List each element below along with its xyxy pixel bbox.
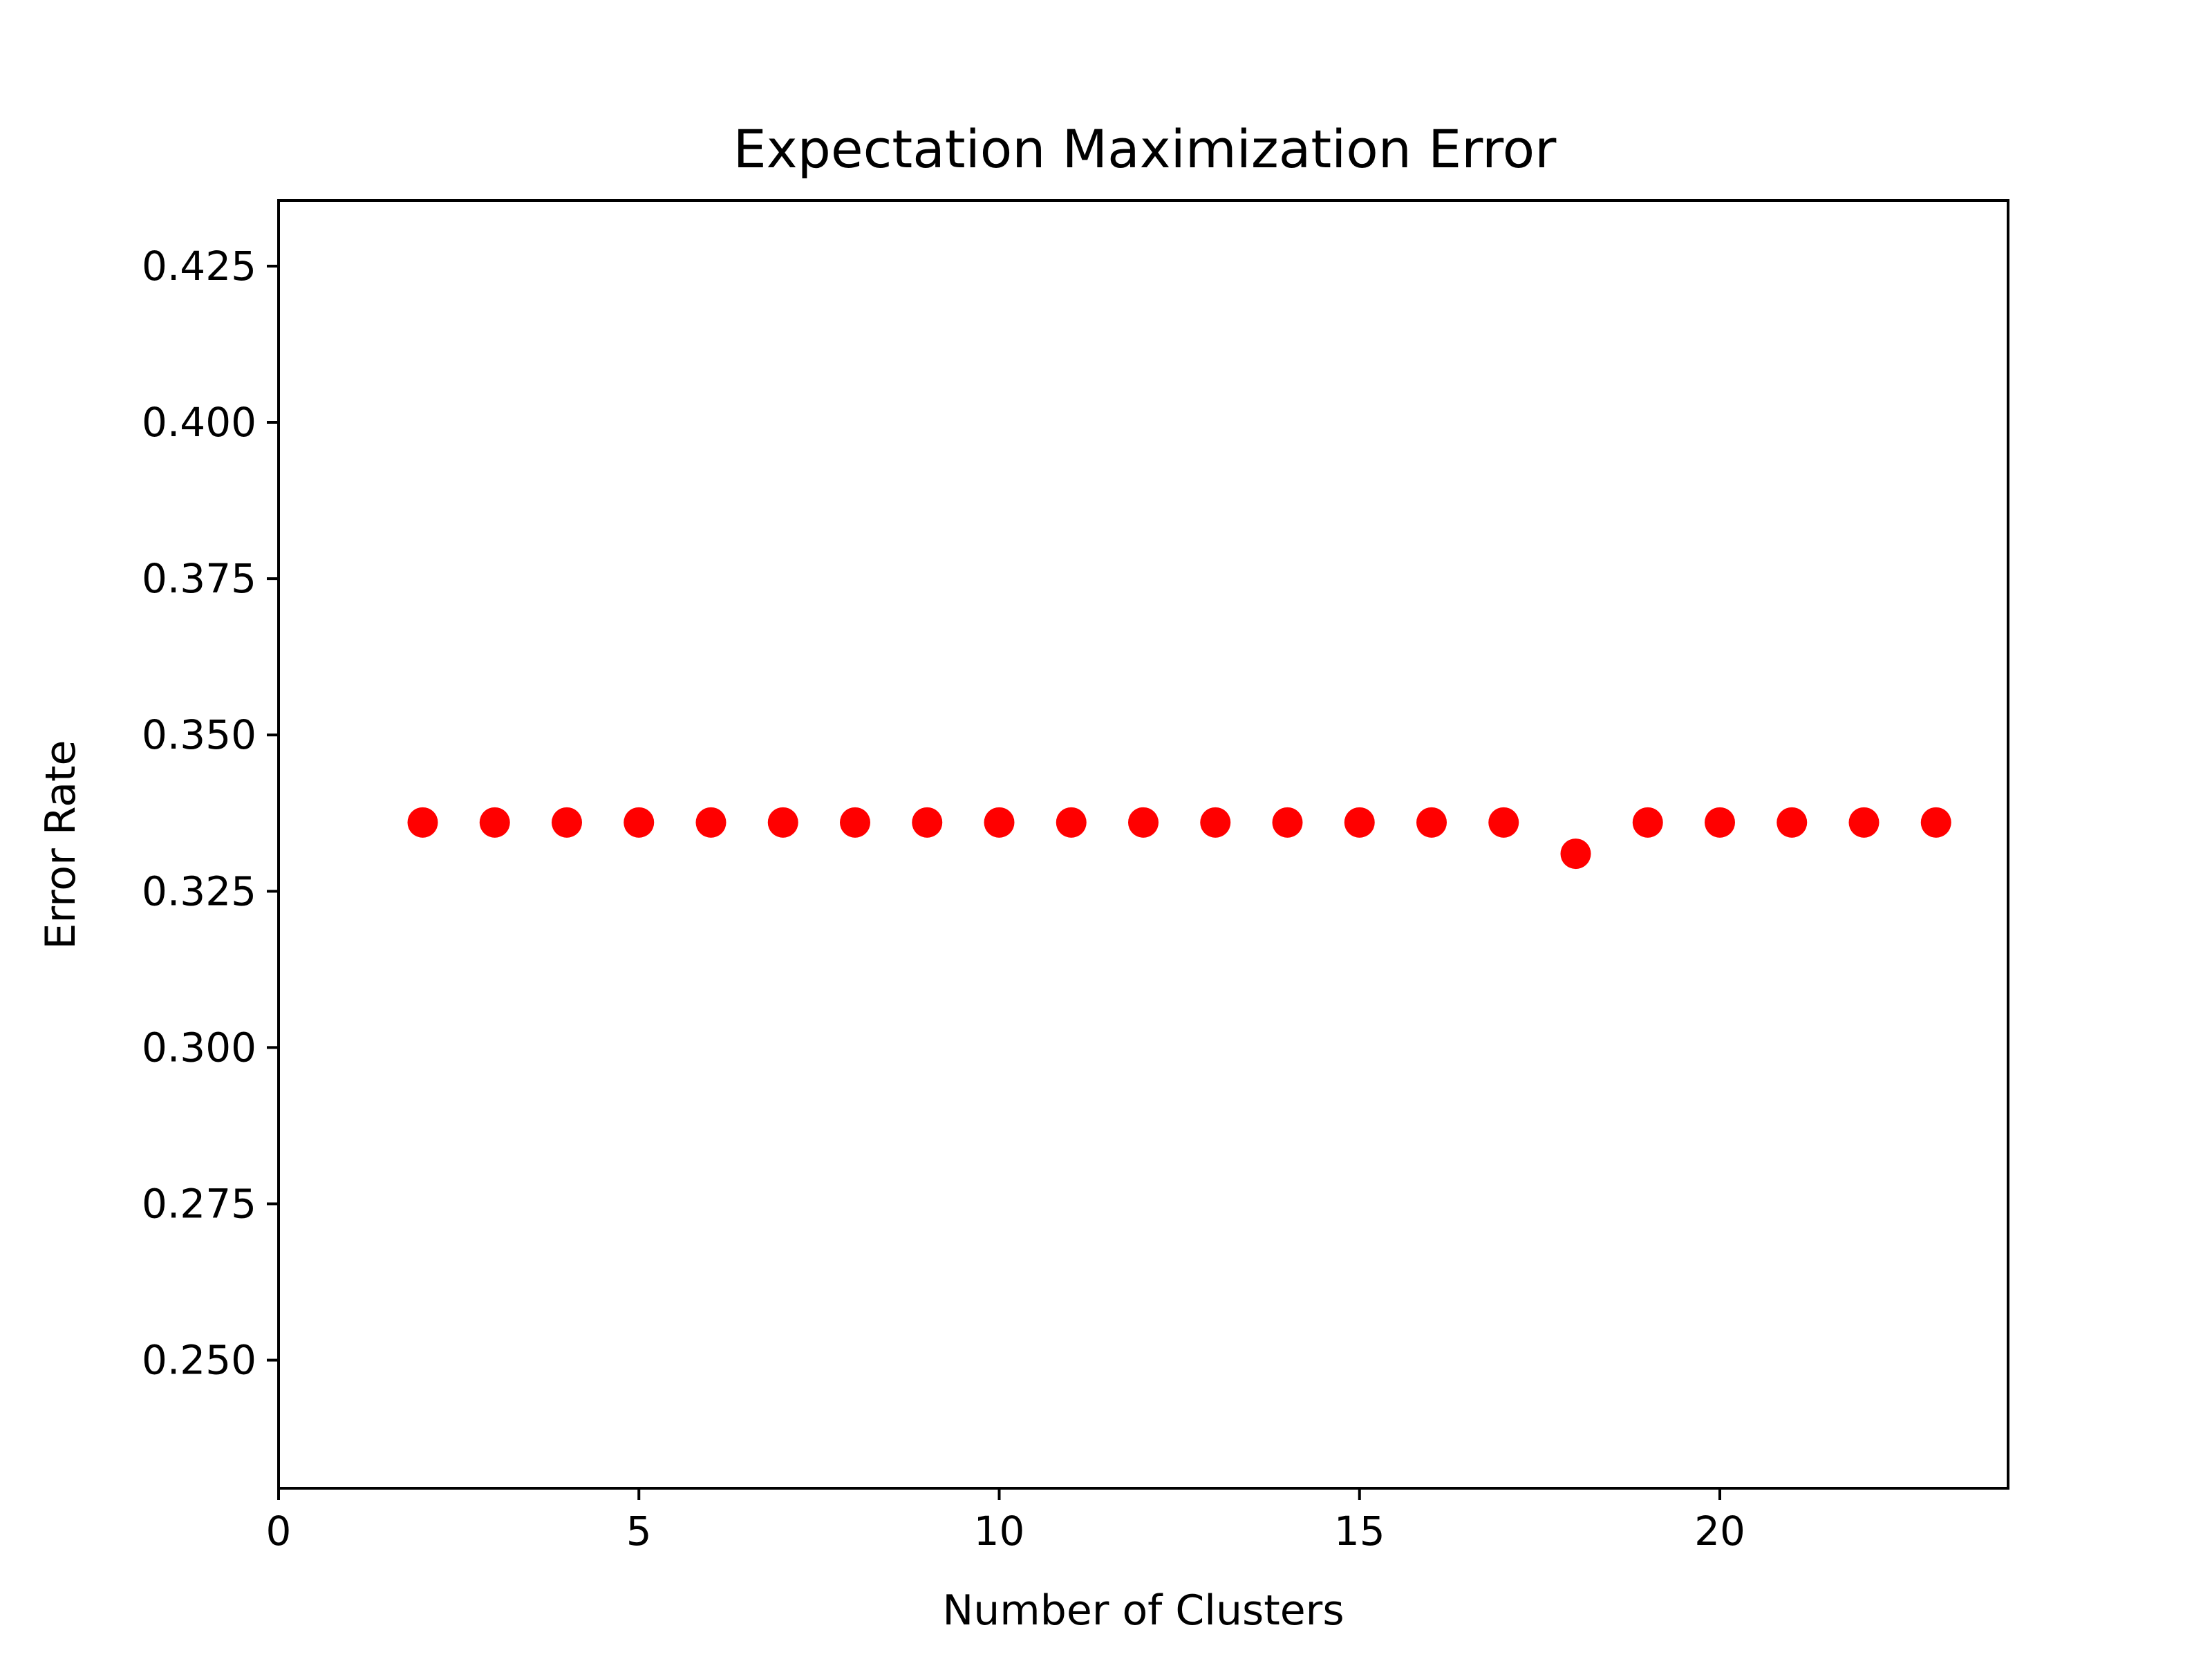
data-points <box>407 807 1951 870</box>
data-point <box>695 807 727 838</box>
data-point <box>479 807 510 838</box>
data-point <box>1632 807 1663 838</box>
x-tick-label: 0 <box>266 1508 292 1555</box>
y-tick-label: 0.350 <box>142 711 256 758</box>
data-point <box>1848 807 1880 838</box>
data-point <box>840 807 870 838</box>
data-point <box>1920 807 1951 838</box>
data-point <box>1200 807 1231 838</box>
x-axis-ticks: 0 5 10 15 20 <box>266 1488 1745 1555</box>
data-point <box>984 807 1015 838</box>
x-tick-label: 15 <box>1334 1508 1385 1555</box>
y-tick-label: 0.300 <box>142 1024 256 1071</box>
data-point <box>1128 807 1159 838</box>
y-axis-ticks: 0.250 0.275 0.300 0.325 0.350 0.375 0.400 0.425 <box>142 243 279 1384</box>
x-tick-label: 20 <box>1694 1508 1745 1555</box>
data-point <box>1416 807 1447 838</box>
data-point <box>767 807 798 838</box>
data-point <box>624 807 655 838</box>
y-tick-label: 0.250 <box>142 1337 256 1384</box>
data-point <box>1560 838 1591 870</box>
plot-area-frame <box>277 199 2009 1490</box>
data-point <box>1056 807 1087 838</box>
data-point <box>552 807 582 838</box>
data-point <box>912 807 943 838</box>
y-tick-label: 0.400 <box>142 399 256 446</box>
data-point <box>407 807 438 838</box>
data-point <box>1344 807 1375 838</box>
x-tick-label: 5 <box>626 1508 652 1555</box>
data-point <box>1705 807 1735 838</box>
y-axis-label: Error Rate <box>37 740 85 950</box>
y-tick-label: 0.275 <box>142 1181 256 1228</box>
y-tick-label: 0.325 <box>142 868 256 915</box>
data-point <box>1777 807 1808 838</box>
data-point <box>1272 807 1303 838</box>
y-tick-label: 0.375 <box>142 555 256 602</box>
x-axis-label: Number of Clusters <box>942 1586 1344 1635</box>
y-tick-label: 0.425 <box>142 243 256 290</box>
chart-title: Expectation Maximization Error <box>733 118 1557 180</box>
x-tick-label: 10 <box>974 1508 1025 1555</box>
data-point <box>1488 807 1519 838</box>
